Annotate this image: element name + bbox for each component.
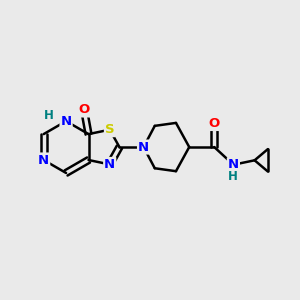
Text: N: N: [228, 158, 239, 171]
Text: N: N: [138, 141, 149, 154]
Text: O: O: [79, 103, 90, 116]
Text: O: O: [208, 117, 220, 130]
Text: N: N: [38, 154, 49, 166]
Text: H: H: [228, 170, 238, 183]
Text: N: N: [61, 115, 72, 128]
Text: S: S: [105, 123, 115, 136]
Text: H: H: [44, 109, 54, 122]
Text: N: N: [104, 158, 115, 171]
